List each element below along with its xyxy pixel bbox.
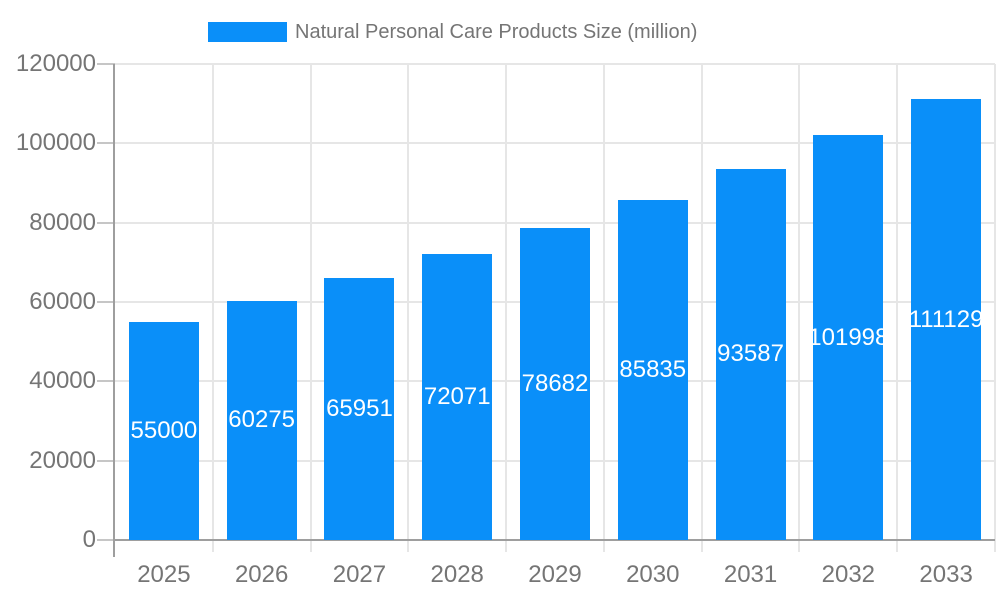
- h-gridline: [115, 221, 995, 224]
- v-gridline: [407, 64, 410, 552]
- x-axis-tick-label: 2027: [332, 561, 387, 588]
- v-gridline: [602, 64, 605, 552]
- y-axis-tick-label: 80000: [29, 208, 96, 236]
- y-axis-tick: [97, 221, 115, 224]
- x-axis-tick-label: 2025: [137, 561, 191, 588]
- y-axis-line: [113, 64, 115, 557]
- v-gridline: [700, 64, 703, 552]
- y-axis-tick-label: 20000: [29, 446, 96, 474]
- v-gridline: [309, 64, 312, 552]
- y-axis-tick-label: 120000: [15, 50, 96, 77]
- bar-value-label: 55000: [130, 416, 198, 444]
- bar-2025[interactable]: 55000: [128, 321, 199, 540]
- x-axis-tick-label: 2029: [528, 561, 582, 588]
- bar-2029[interactable]: 78682: [520, 227, 590, 540]
- y-axis-tick: [97, 63, 115, 65]
- x-axis-tick-label: 2032: [821, 561, 876, 588]
- x-axis-line: [115, 539, 995, 541]
- h-gridline: [115, 63, 995, 65]
- x-axis-tick-label: 2033: [919, 561, 973, 588]
- v-gridline: [505, 64, 508, 552]
- y-axis-tick: [97, 459, 115, 462]
- bar-value-label: 65951: [326, 395, 393, 423]
- x-axis-tick-label: 2031: [723, 561, 778, 588]
- y-axis-tick: [97, 142, 115, 145]
- bar-value-label: 101998: [813, 323, 884, 351]
- y-axis-tick-label: 60000: [29, 288, 96, 315]
- y-axis-tick-label: 40000: [29, 367, 96, 395]
- bar-2027[interactable]: 65951: [324, 278, 395, 540]
- bar-value-label: 85835: [619, 355, 687, 383]
- y-axis-tick: [97, 539, 115, 541]
- v-gridline: [896, 64, 899, 552]
- y-axis-tick: [97, 380, 115, 383]
- bar-value-label: 93587: [717, 340, 784, 368]
- bar-2028[interactable]: 72071: [422, 254, 493, 540]
- v-gridline: [994, 64, 996, 552]
- y-axis-tick-label: 100000: [15, 129, 96, 157]
- h-gridline: [115, 142, 995, 145]
- bar-2031[interactable]: 93587: [715, 168, 786, 540]
- bar-2026[interactable]: 60275: [226, 300, 297, 540]
- v-gridline: [211, 64, 214, 552]
- bar-2033[interactable]: 111129: [911, 99, 982, 540]
- legend-label: Natural Personal Care Products Size (mil…: [295, 21, 698, 43]
- y-axis-tick: [97, 301, 115, 303]
- y-axis-tick-label: 0: [82, 526, 96, 553]
- x-axis-tick-label: 2028: [430, 561, 484, 588]
- v-gridline: [798, 64, 801, 552]
- bar-2030[interactable]: 85835: [617, 199, 688, 540]
- legend-swatch: [208, 22, 287, 42]
- x-axis-tick-label: 2026: [234, 561, 289, 588]
- bar-value-label: 72071: [423, 383, 491, 411]
- bar-value-label: 78682: [521, 369, 589, 397]
- bar-2032[interactable]: 101998: [813, 135, 884, 540]
- bar-value-label: 60275: [228, 406, 296, 434]
- x-axis-tick-label: 2030: [626, 561, 680, 588]
- bar-value-label: 111129: [911, 305, 982, 333]
